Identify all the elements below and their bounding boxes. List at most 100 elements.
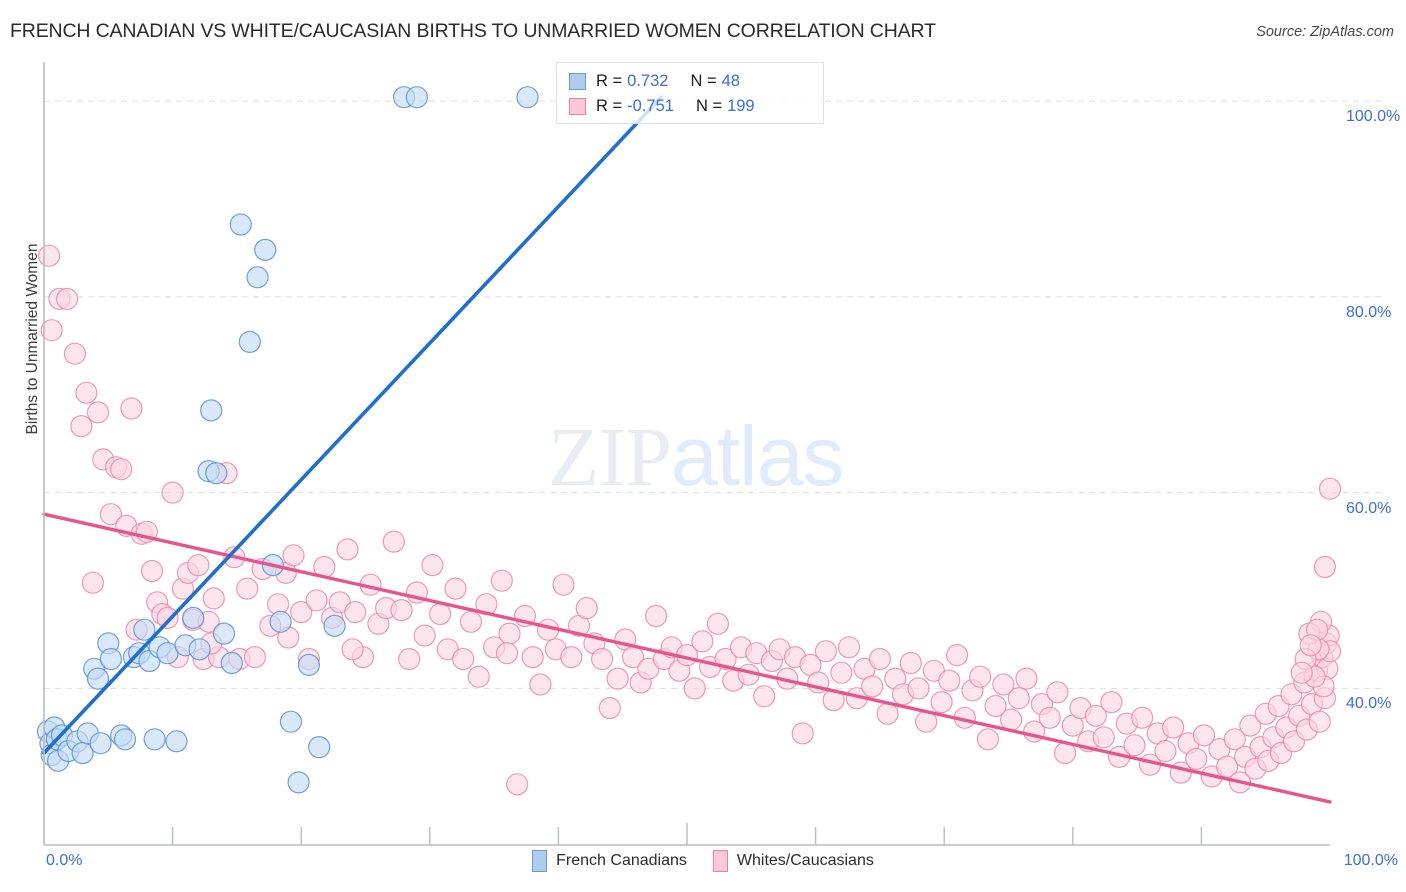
data-point[interactable] [229,213,252,236]
data-point[interactable] [814,640,838,663]
data-point[interactable] [1131,706,1154,729]
data-point[interactable] [490,569,513,592]
data-point[interactable] [1239,714,1262,737]
data-point[interactable] [1161,716,1185,739]
data-point[interactable] [182,606,205,630]
data-point[interactable] [398,647,421,671]
data-point[interactable] [287,771,310,794]
data-point[interactable] [86,401,110,424]
data-point[interactable] [40,319,63,342]
data-point[interactable] [590,647,614,671]
data-point[interactable] [999,708,1023,731]
data-point[interactable] [429,602,452,626]
data-point[interactable] [444,577,467,600]
data-point[interactable] [344,600,367,624]
data-point[interactable] [238,330,261,353]
data-point[interactable] [390,598,413,622]
data-point[interactable] [560,645,583,669]
data-point[interactable] [236,577,259,600]
data-point[interactable] [1007,687,1030,710]
data-point[interactable] [907,677,930,700]
data-point[interactable] [899,651,922,675]
data-point[interactable] [521,645,544,669]
data-point[interactable] [243,645,266,669]
data-point[interactable] [1092,726,1115,749]
data-point[interactable] [269,610,292,633]
data-point[interactable] [1038,706,1061,729]
data-point[interactable] [868,647,892,671]
data-point[interactable] [984,694,1007,718]
data-point[interactable] [382,530,405,553]
data-point[interactable] [1015,667,1038,690]
data-point[interactable] [202,587,225,610]
data-point[interactable] [876,702,899,725]
data-point[interactable] [938,669,961,692]
data-point[interactable] [246,266,269,289]
data-point[interactable] [945,643,969,667]
data-point[interactable] [498,622,521,645]
data-point[interactable] [1185,747,1208,771]
data-point[interactable] [165,730,188,753]
data-point[interactable] [1192,724,1216,747]
data-point[interactable] [405,86,428,109]
data-point[interactable] [37,244,61,267]
data-point[interactable] [133,618,156,641]
data-point[interactable] [110,458,133,481]
data-point[interactable] [308,735,331,759]
data-point[interactable] [691,630,714,653]
data-point[interactable] [753,685,776,708]
data-point[interactable] [140,559,164,583]
data-point[interactable] [495,642,519,665]
data-point[interactable] [506,773,529,796]
data-point[interactable] [279,710,302,733]
data-point[interactable] [81,571,105,594]
data-point[interactable] [1308,710,1331,733]
data-point[interactable] [1299,634,1322,657]
data-point[interactable] [976,728,1000,751]
data-point[interactable] [290,600,313,624]
data-point[interactable] [837,636,861,659]
data-point[interactable] [1084,704,1108,727]
legend-item-french-canadians[interactable]: French Canadians [532,850,687,872]
data-point[interactable] [516,86,539,109]
data-point[interactable] [644,604,668,628]
data-point[interactable] [55,287,79,310]
data-point[interactable] [120,397,143,420]
data-point[interactable] [598,696,621,720]
data-point[interactable] [99,647,123,671]
data-point[interactable] [336,538,359,561]
data-point[interactable] [421,553,444,577]
data-point[interactable] [341,638,364,661]
data-point[interactable] [205,462,228,485]
data-point[interactable] [323,614,346,637]
data-point[interactable] [254,238,277,261]
data-point[interactable] [606,667,629,690]
data-point[interactable] [529,673,552,696]
data-point[interactable] [220,651,243,675]
data-point[interactable] [1046,681,1069,704]
data-point[interactable] [930,690,953,714]
data-point[interactable] [188,638,211,661]
data-point[interactable] [683,677,706,700]
data-point[interactable] [297,653,320,677]
data-point[interactable] [1313,555,1337,579]
data-point[interactable] [161,481,184,504]
data-point[interactable] [413,624,436,647]
data-point[interactable] [200,399,223,422]
data-point[interactable] [305,589,328,612]
data-point[interactable] [282,544,305,567]
data-point[interactable] [992,673,1015,696]
data-point[interactable] [791,722,814,745]
data-point[interactable] [113,728,137,751]
data-point[interactable] [861,675,884,698]
data-point[interactable] [63,342,87,365]
data-point[interactable] [969,665,992,688]
data-point[interactable] [89,732,112,755]
data-point[interactable] [459,610,483,633]
data-point[interactable] [1100,690,1123,714]
data-point[interactable] [187,553,210,577]
data-point[interactable] [830,661,853,684]
legend-item-whites-caucasians[interactable]: Whites/Caucasians [712,850,874,872]
data-point[interactable] [99,503,123,526]
data-point[interactable] [143,728,166,751]
